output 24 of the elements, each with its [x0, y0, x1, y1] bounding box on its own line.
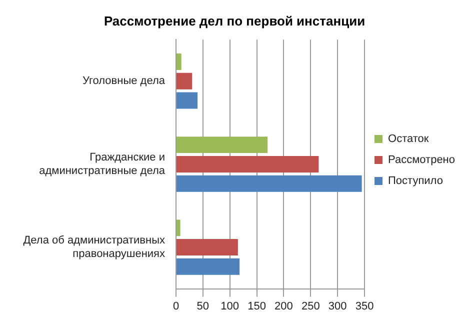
bar: [176, 175, 362, 192]
y-tick-label: Гражданские и административные дела: [39, 152, 166, 177]
bar: [176, 239, 238, 256]
bar: [176, 92, 198, 109]
bar: [176, 220, 180, 236]
legend-label: Рассмотрено: [388, 154, 456, 166]
bar: [176, 258, 240, 275]
y-tick-label: Уголовные дела: [82, 75, 166, 88]
bar: [176, 72, 192, 90]
bar: [176, 136, 268, 154]
bar: [176, 54, 182, 70]
x-tick-label: 200: [274, 300, 293, 312]
legend-label: Остаток: [388, 133, 429, 146]
y-tick-label: Дела об административных правонарушениях: [23, 234, 166, 260]
legend-label: Поступило: [388, 175, 443, 188]
x-tick-label: 50: [196, 300, 210, 312]
chart-title: Рассмотрение дел по первой инстанции: [104, 13, 366, 28]
x-tick-label: 250: [301, 300, 320, 312]
x-tick-label: 100: [220, 300, 240, 312]
x-tick-label: 150: [248, 300, 266, 312]
x-tick-label: 0: [172, 300, 180, 312]
bar: [176, 156, 319, 172]
x-tick-label: 350: [355, 300, 374, 312]
x-tick-label: 300: [328, 300, 347, 312]
